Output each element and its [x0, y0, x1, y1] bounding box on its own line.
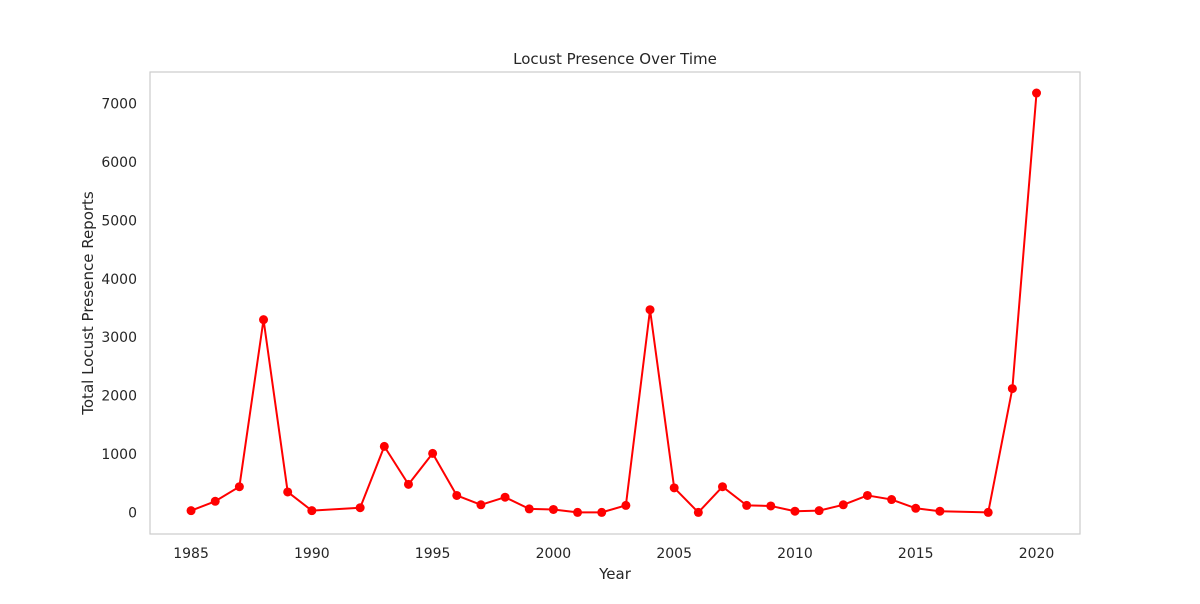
- y-tick-label: 1000: [101, 447, 137, 463]
- data-point: [476, 500, 486, 510]
- data-point: [621, 500, 631, 510]
- series-layer: [186, 88, 1042, 517]
- data-point: [379, 441, 389, 451]
- data-point: [452, 490, 462, 500]
- y-axis: 0 1000 2000 3000 4000 5000 6000 7000: [101, 97, 137, 522]
- y-tick-label: 4000: [101, 272, 137, 288]
- x-tick-label: 2010: [777, 546, 813, 562]
- y-tick-label: 0: [128, 505, 137, 521]
- x-tick-label: 1995: [415, 546, 451, 562]
- data-point: [307, 506, 317, 516]
- data-point: [645, 305, 655, 315]
- data-point: [597, 507, 607, 517]
- data-point: [862, 490, 872, 500]
- x-tick-label: 1985: [173, 546, 209, 562]
- data-point: [742, 500, 752, 510]
- x-tick-label: 2015: [898, 546, 934, 562]
- data-point: [210, 496, 220, 506]
- data-point: [234, 482, 244, 492]
- data-point: [403, 479, 413, 489]
- data-point: [1007, 384, 1017, 394]
- data-point: [717, 482, 727, 492]
- data-point: [1032, 88, 1042, 98]
- x-axis-title: Year: [598, 565, 632, 583]
- plot-frame: [149, 71, 1081, 535]
- data-point: [693, 507, 703, 517]
- data-point: [790, 506, 800, 516]
- x-tick-label: 2000: [536, 546, 572, 562]
- data-point: [766, 501, 776, 511]
- data-point: [548, 504, 558, 514]
- data-point: [186, 506, 196, 516]
- data-point: [935, 506, 945, 516]
- data-point: [428, 448, 438, 458]
- y-tick-label: 3000: [101, 330, 137, 346]
- data-point: [259, 315, 269, 325]
- data-point: [355, 503, 365, 513]
- y-tick-label: 2000: [101, 389, 137, 405]
- data-point: [524, 504, 534, 514]
- data-point: [573, 507, 583, 517]
- data-point: [838, 500, 848, 510]
- data-point: [983, 507, 993, 517]
- y-axis-title: Total Locust Presence Reports: [79, 191, 97, 416]
- data-point: [814, 506, 824, 516]
- data-point: [283, 487, 293, 497]
- data-point: [500, 492, 510, 502]
- x-axis: 1985 1990 1995 2000 2005 2010 2015 2020: [173, 546, 1054, 562]
- x-tick-label: 2005: [656, 546, 692, 562]
- data-point: [887, 495, 897, 505]
- chart-title: Locust Presence Over Time: [513, 50, 717, 68]
- y-tick-label: 5000: [101, 213, 137, 229]
- series-line: [190, 92, 1038, 514]
- y-tick-label: 7000: [101, 97, 137, 113]
- data-point: [669, 483, 679, 493]
- x-tick-label: 2020: [1019, 546, 1055, 562]
- y-tick-label: 6000: [101, 155, 137, 171]
- x-tick-label: 1990: [294, 546, 330, 562]
- data-point: [911, 503, 921, 513]
